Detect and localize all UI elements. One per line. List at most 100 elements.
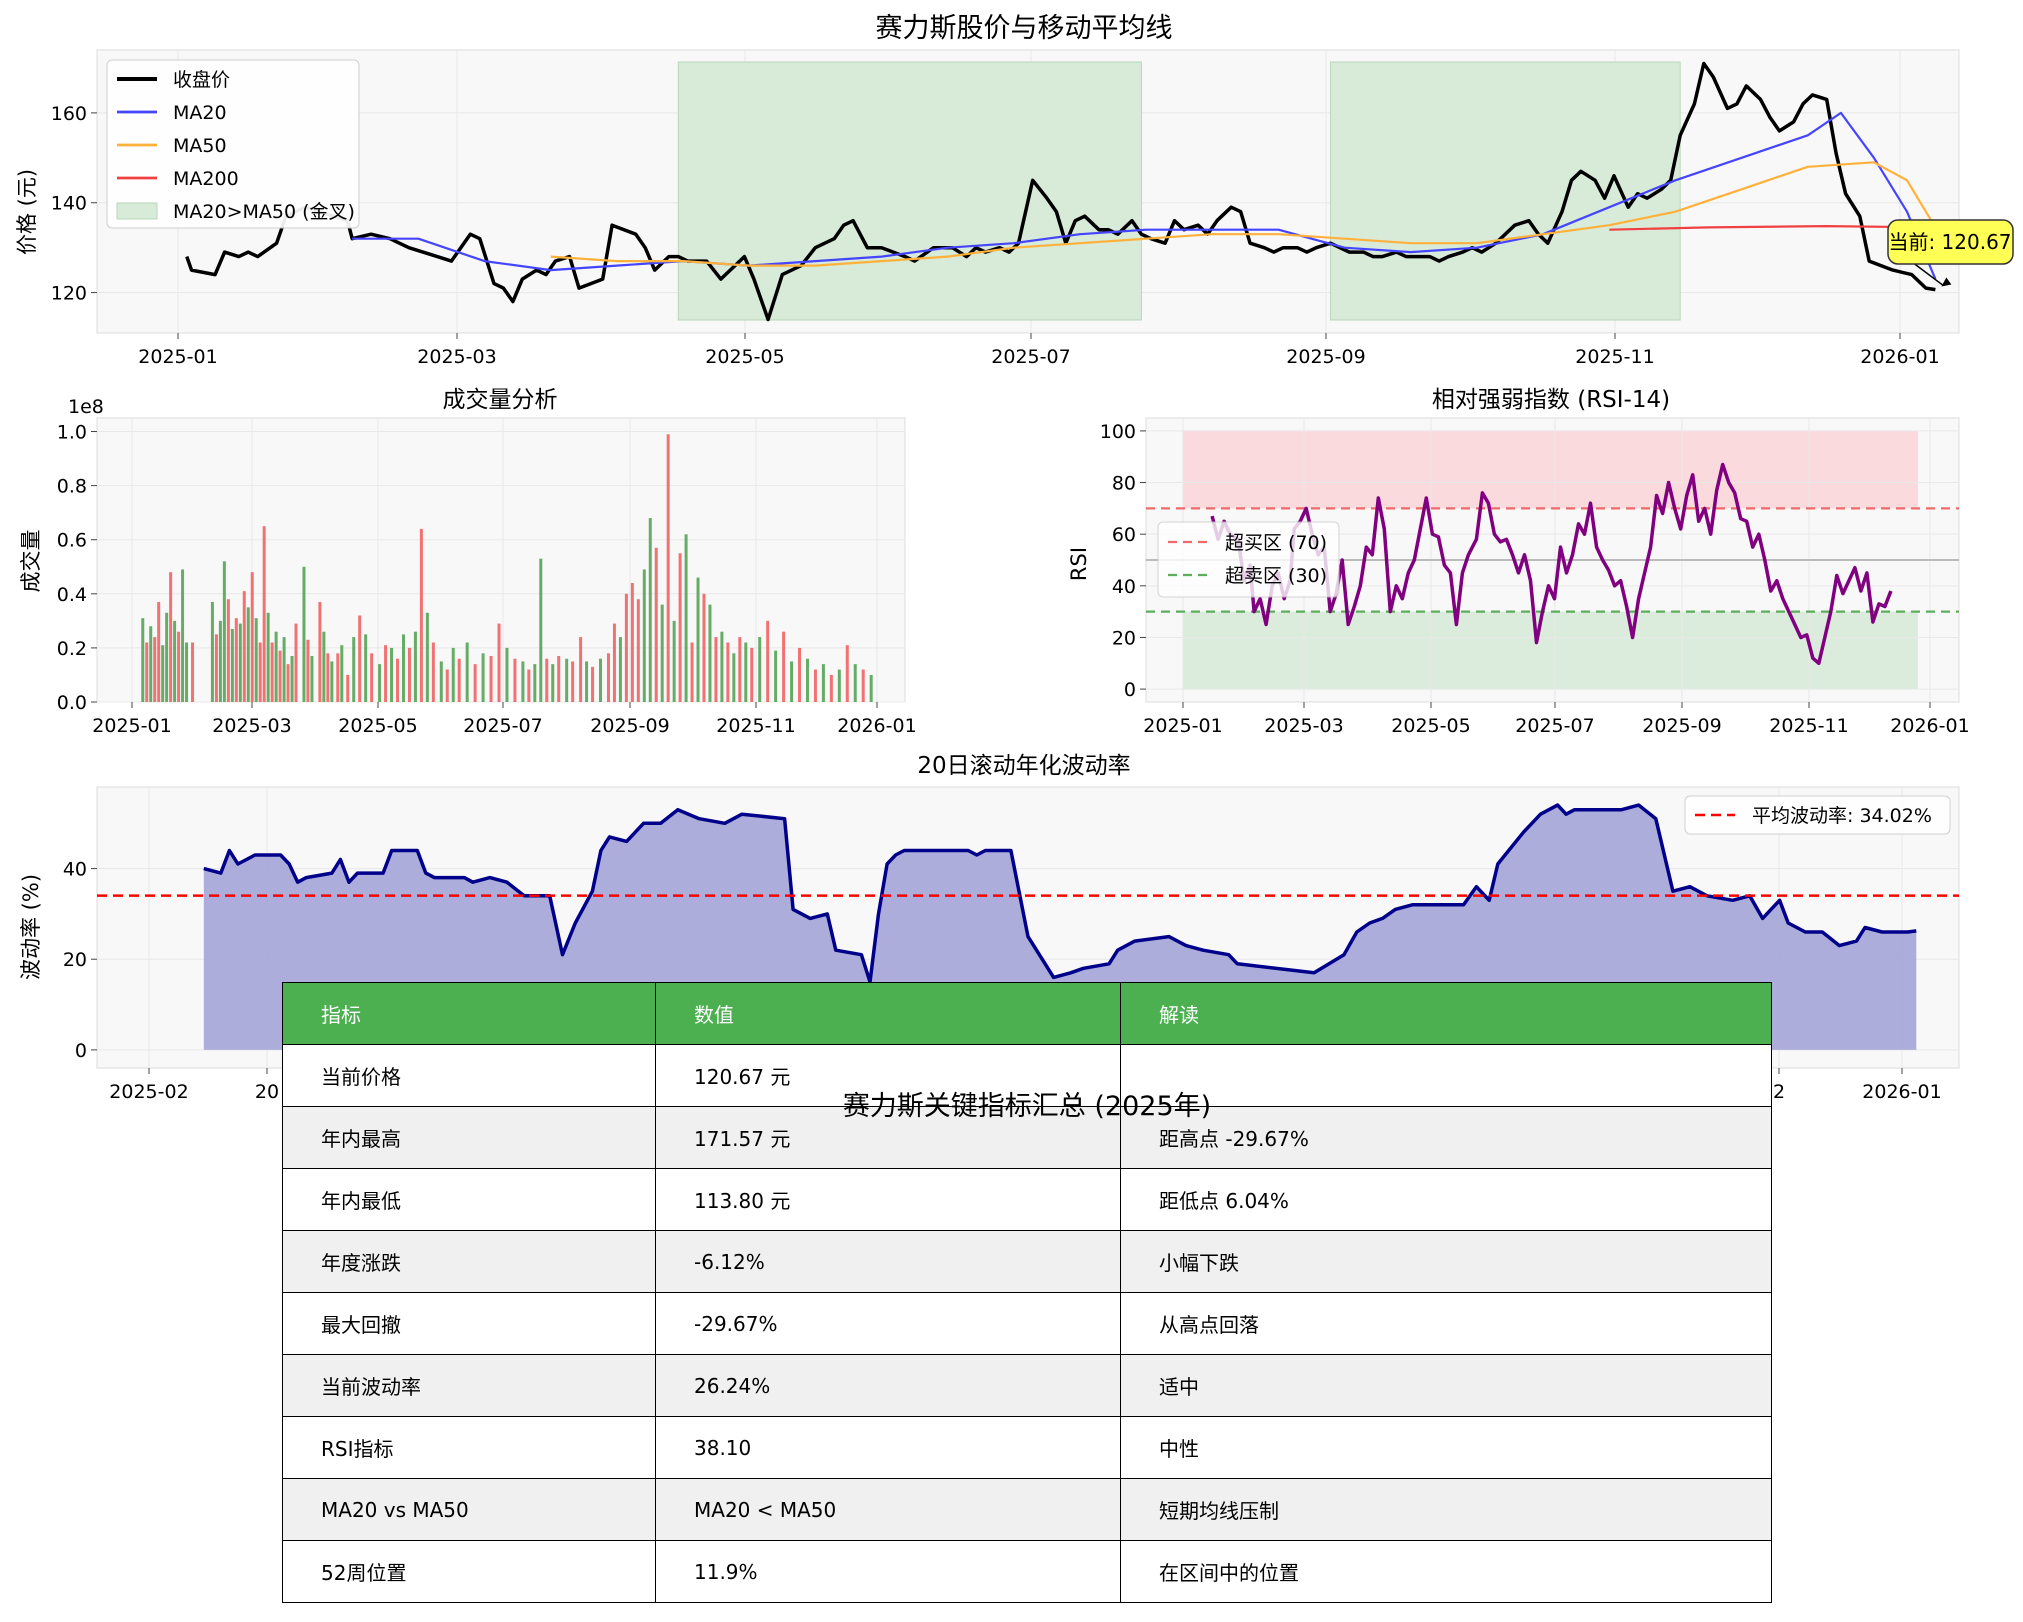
annotation-label: 当前: 120.67 bbox=[1888, 230, 2011, 254]
volume-bar bbox=[266, 612, 270, 702]
volume-bar bbox=[282, 637, 286, 702]
table-cell: 最大回撤 bbox=[282, 1292, 656, 1355]
volume-bar bbox=[177, 631, 181, 702]
volume-xtick-label: 2026-01 bbox=[837, 715, 916, 737]
price-xtick-label: 2025-05 bbox=[705, 346, 784, 368]
volume-bar bbox=[302, 566, 306, 702]
volume-bar bbox=[286, 664, 290, 702]
volume-bar bbox=[322, 631, 326, 702]
volume-bar bbox=[758, 637, 762, 702]
volume-bar bbox=[672, 620, 676, 702]
rsi-xtick-label: 2025-07 bbox=[1515, 715, 1594, 737]
volume-bar bbox=[318, 601, 322, 702]
legend-entry: MA50 bbox=[173, 135, 227, 157]
volume-bar bbox=[431, 642, 435, 702]
rsi-xtick-label: 2025-11 bbox=[1769, 715, 1848, 737]
volume-bar bbox=[585, 661, 589, 702]
volume-bar bbox=[185, 642, 189, 702]
volume-bar bbox=[551, 664, 555, 702]
price-chart-title: 赛力斯股价与移动平均线 bbox=[876, 13, 1173, 44]
volume-bar bbox=[330, 661, 334, 702]
volume-bar bbox=[425, 612, 429, 702]
table-row: MA20 vs MA50 MA20 < MA50 短期均线压制 bbox=[282, 1478, 1772, 1541]
rsi-xtick-label: 2025-09 bbox=[1642, 715, 1721, 737]
volatility-chart-title: 20日滚动年化波动率 bbox=[917, 753, 1130, 779]
table-row: 最大回撤 -29.67% 从高点回落 bbox=[282, 1292, 1772, 1355]
volume-bar bbox=[599, 658, 603, 702]
volume-bar bbox=[829, 674, 833, 702]
summary-table-title: 赛力斯关键指标汇总 (2025年) bbox=[842, 1091, 1212, 1122]
price-ytick-label: 120 bbox=[51, 283, 87, 305]
volume-xtick-label: 2025-11 bbox=[716, 715, 795, 737]
table-cell: -6.12% bbox=[655, 1230, 1121, 1293]
rsi-chart-title: 相对强弱指数 (RSI-14) bbox=[1432, 387, 1670, 413]
volume-bar bbox=[612, 623, 616, 702]
volume-bar bbox=[234, 618, 238, 702]
volume-bar bbox=[696, 577, 700, 702]
legend-entry: 超卖区 (30) bbox=[1225, 565, 1327, 587]
price-ytick-label: 160 bbox=[51, 103, 87, 125]
table-cell: MA20 < MA50 bbox=[655, 1478, 1121, 1541]
annotation-arrowhead bbox=[1941, 277, 1952, 287]
table-cell: 小幅下跌 bbox=[1120, 1230, 1772, 1293]
table-cell: 113.80 元 bbox=[655, 1168, 1121, 1231]
rsi-chart: 0 20 40 60 80 100 2025-01 2025-03 2025-05 2025-07… bbox=[1100, 417, 1970, 737]
volume-bar bbox=[642, 569, 646, 702]
volume-bar bbox=[364, 634, 368, 702]
volume-bar bbox=[726, 642, 730, 702]
volume-bar bbox=[191, 642, 195, 702]
volume-bar bbox=[732, 653, 736, 702]
volume-bar bbox=[157, 601, 161, 702]
volume-ytick-label: 1.0 bbox=[57, 422, 87, 444]
price-xtick-label: 2025-07 bbox=[991, 346, 1070, 368]
volume-bar bbox=[473, 664, 477, 702]
volatility-line bbox=[203, 803, 1917, 984]
table-cell: 171.57 元 bbox=[655, 1106, 1121, 1169]
volume-bar bbox=[869, 674, 873, 702]
table-cell: 120.67 元 bbox=[655, 1044, 1121, 1107]
volume-bar bbox=[326, 653, 330, 702]
volume-bar bbox=[407, 647, 411, 702]
price-xtick-label: 2025-11 bbox=[1575, 346, 1654, 368]
table-row: RSI指标 38.10 中性 bbox=[282, 1416, 1772, 1479]
price-xtick-label: 2025-09 bbox=[1286, 346, 1365, 368]
volume-bar bbox=[222, 561, 226, 702]
volatility-xtick-label: 20 bbox=[255, 1081, 279, 1103]
volume-ytick-label: 0.8 bbox=[57, 476, 87, 498]
legend-entry: MA20 bbox=[173, 102, 227, 124]
legend-entry: MA20>MA50 (金叉) bbox=[173, 201, 355, 223]
volume-bar bbox=[636, 599, 640, 702]
volume-bar bbox=[396, 658, 400, 702]
volume-bar bbox=[630, 582, 634, 702]
volume-bar bbox=[230, 628, 234, 702]
volume-bar bbox=[226, 599, 230, 702]
volume-bar bbox=[720, 631, 724, 702]
golden-cross-region bbox=[677, 61, 1142, 321]
volume-bar bbox=[557, 656, 561, 702]
volume-bar bbox=[340, 645, 344, 702]
table-row: 年内最高 171.57 元距高点 -29.67% bbox=[282, 1106, 1772, 1169]
volume-bar bbox=[451, 647, 455, 702]
rsi-xtick-label: 2025-03 bbox=[1264, 715, 1343, 737]
volume-chart-ylabel: 成交量 bbox=[19, 530, 43, 593]
volume-bar bbox=[153, 637, 157, 702]
table-row: 当前价格 120.67 元 bbox=[282, 1044, 1772, 1107]
volume-bar bbox=[533, 664, 537, 702]
volume-bar bbox=[145, 642, 149, 702]
rsi-ytick-label: 60 bbox=[1112, 524, 1136, 546]
volume-ytick-label: 0.2 bbox=[57, 638, 87, 660]
volume-bar bbox=[654, 547, 658, 702]
rsi-xtick-label: 2026-01 bbox=[1890, 715, 1969, 737]
volume-bar bbox=[358, 615, 362, 702]
table-cell: 26.24% bbox=[655, 1354, 1121, 1417]
rsi-legend bbox=[1157, 521, 1340, 598]
table-cell: 当前波动率 bbox=[282, 1354, 656, 1417]
volume-bar bbox=[766, 620, 770, 702]
legend-entry: 收盘价 bbox=[173, 69, 230, 91]
rsi-chart-ylabel: RSI bbox=[1067, 547, 1091, 581]
volume-bar bbox=[270, 642, 274, 702]
volume-bar bbox=[306, 639, 310, 702]
volume-bar bbox=[457, 658, 461, 702]
volume-bar bbox=[173, 620, 177, 702]
summary-col-interpretation: 解读 bbox=[1120, 982, 1772, 1045]
